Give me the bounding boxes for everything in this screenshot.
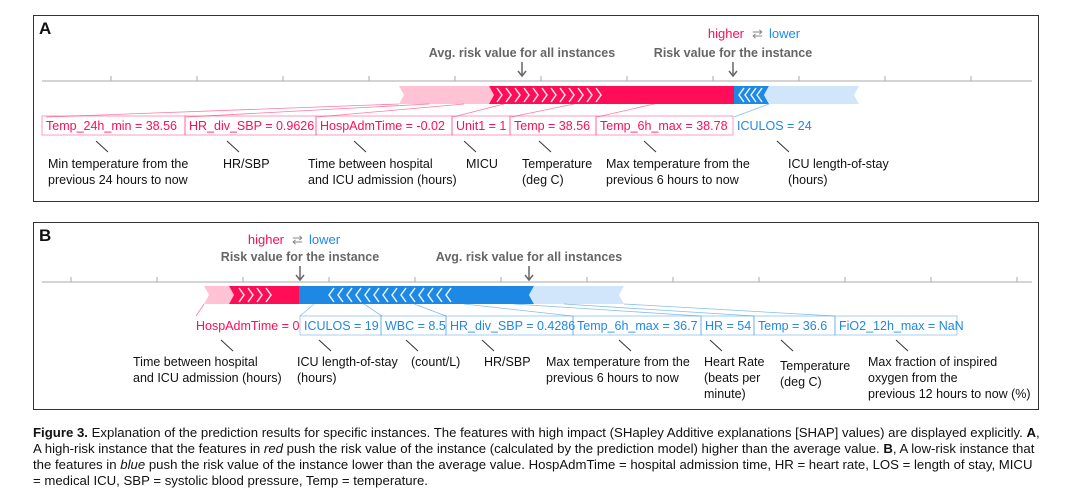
caption-b: B — [883, 441, 893, 456]
instance-arrow-icon — [728, 62, 738, 78]
legend-higher: higher — [708, 26, 745, 41]
feature-label: Temp = 36.6 — [758, 319, 827, 333]
figure-caption: Figure 3. Explanation of the prediction … — [33, 425, 1043, 489]
force-plot-a: higher ⇄ lower Avg. risk value for all i… — [41, 26, 1032, 187]
feature-label-group: HospAdmTime = 0 ICULOS = 19 WBC = 8.5 HR… — [196, 315, 964, 336]
legend-higher: higher — [248, 232, 285, 247]
feature-description: previous 12 hours to now (%) — [868, 387, 1031, 401]
avg-risk-label: Avg. risk value for all instances — [429, 46, 615, 60]
feature-description: MICU — [466, 157, 498, 171]
legend-arrow-icon: ⇄ — [752, 26, 763, 41]
caption-a: A — [1026, 425, 1036, 440]
feature-description: Temperature — [780, 359, 850, 373]
feature-description: previous 24 hours to now — [48, 173, 189, 187]
connectors-red — [45, 103, 655, 118]
instance-risk-label: Risk value for the instance — [221, 250, 379, 264]
axis-ticks — [70, 277, 1018, 282]
feature-description: ICU length-of-stay — [788, 157, 889, 171]
feature-label: Temp_24h_min = 38.56 — [46, 119, 177, 133]
feature-description: ICU length-of-stay — [297, 355, 398, 369]
force-bar-red-light — [204, 286, 234, 304]
feature-label: Temp_6h_max = 38.78 — [600, 119, 728, 133]
feature-description: Max temperature from the — [606, 157, 750, 171]
feature-label: HospAdmTime = -0.02 — [320, 119, 445, 133]
caption-text: , A high-risk instance that the features… — [33, 425, 1040, 456]
feature-label: WBC = 8.5 — [385, 319, 446, 333]
instance-arrow-icon — [295, 266, 305, 282]
feature-label: ICULOS = 24 — [737, 119, 812, 133]
feature-description: previous 6 hours to now — [546, 371, 680, 385]
feature-description: (hours) — [297, 371, 337, 385]
feature-description: (beats per — [704, 371, 760, 385]
caption-text: push the risk value of the instance (cal… — [282, 441, 884, 456]
feature-description: Time between hospital — [308, 157, 433, 171]
instance-risk-label: Risk value for the instance — [654, 46, 812, 60]
avg-arrow-icon — [517, 62, 527, 78]
leader-lines — [220, 339, 909, 352]
legend-lower: lower — [769, 26, 801, 41]
avg-arrow-icon — [524, 266, 534, 282]
avg-risk-label: Avg. risk value for all instances — [436, 250, 622, 264]
feature-description: (hours) — [788, 173, 828, 187]
feature-description: Min temperature from the — [48, 157, 188, 171]
leader-lines — [95, 140, 790, 153]
feature-label: Unit1 = 1 — [456, 119, 506, 133]
feature-description: Max fraction of inspired — [868, 355, 997, 369]
force-chevrons-red — [496, 87, 602, 103]
caption-red: red — [263, 441, 283, 456]
connector-blue — [733, 103, 770, 118]
force-plot-b: higher ⇄ lower Risk value for the instan… — [42, 232, 1032, 401]
force-chevrons-blue — [328, 287, 452, 303]
feature-description: (count/L) — [411, 355, 460, 369]
feature-description: Heart Rate — [704, 355, 764, 369]
feature-box — [595, 115, 734, 136]
feature-description: oxygen from the — [868, 371, 958, 385]
feature-label: Temp = 38.56 — [514, 119, 590, 133]
force-chevrons-red — [238, 287, 272, 303]
feature-box — [834, 315, 958, 336]
caption-blue: blue — [120, 457, 146, 472]
feature-description: Time between hospital — [133, 355, 258, 369]
feature-description: Temperature — [522, 157, 592, 171]
force-bar-blue — [299, 286, 534, 304]
feature-label: FiO2_12h_max = NaN — [839, 319, 964, 333]
feature-description: Max temperature from the — [546, 355, 690, 369]
connector-red — [195, 303, 205, 317]
feature-description: previous 6 hours to now — [606, 173, 740, 187]
legend-lower: lower — [309, 232, 341, 247]
panel-a-label: A — [39, 19, 52, 38]
force-bar-red — [489, 86, 734, 104]
feature-label: ICULOS = 19 — [304, 319, 379, 333]
caption-text: push the risk value of the instance lowe… — [33, 457, 1033, 488]
panel-b: B higher ⇄ lower Risk value for the inst… — [33, 222, 1039, 410]
feature-label: HR_div_SBP = 0.4286 — [450, 319, 575, 333]
feature-label: HR_div_SBP = 0.9626 — [189, 119, 314, 133]
caption-text: , A low-risk instance that the features … — [33, 441, 1035, 472]
figure-number: Figure 3. — [33, 425, 88, 440]
feature-description: HR/SBP — [484, 355, 531, 369]
feature-label: Temp_6h_max = 36.7 — [577, 319, 698, 333]
feature-description: minute) — [704, 387, 746, 401]
feature-label: HR = 54 — [705, 319, 751, 333]
feature-description: HR/SBP — [223, 157, 270, 171]
panel-b-label: B — [39, 226, 52, 245]
feature-label: HospAdmTime = 0 — [196, 319, 299, 333]
legend-arrow-icon: ⇄ — [292, 232, 303, 247]
axis-ticks — [110, 76, 972, 81]
feature-description: (deg C) — [780, 375, 822, 389]
caption-text: Explanation of the prediction results fo… — [87, 425, 1027, 440]
panel-a: A higher ⇄ lower Avg. risk value for all… — [33, 15, 1039, 202]
connectors-blue — [299, 303, 836, 317]
force-bar-red-light — [399, 86, 494, 104]
force-bar-blue-light — [529, 286, 624, 304]
force-bar-red — [229, 286, 299, 304]
feature-label-group: Temp_24h_min = 38.56 HR_div_SBP = 0.9626… — [41, 115, 812, 136]
feature-description: and ICU admission (hours) — [308, 173, 457, 187]
feature-description: and ICU admission (hours) — [133, 371, 282, 385]
force-chevrons-blue — [738, 87, 763, 103]
feature-description: (deg C) — [522, 173, 564, 187]
force-bar-blue-light — [764, 86, 859, 104]
